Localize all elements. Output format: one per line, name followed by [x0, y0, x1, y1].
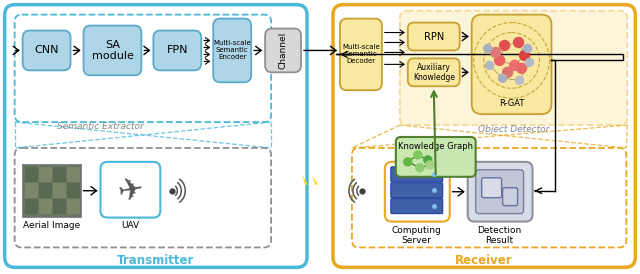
FancyBboxPatch shape [83, 25, 141, 75]
Text: UAV: UAV [122, 221, 140, 230]
FancyBboxPatch shape [333, 5, 636, 267]
Circle shape [484, 44, 492, 52]
Circle shape [516, 76, 524, 84]
FancyBboxPatch shape [4, 5, 307, 267]
Bar [67, 167, 79, 182]
Text: ✈: ✈ [115, 174, 145, 207]
Bar [25, 199, 38, 214]
Bar [25, 183, 38, 198]
FancyBboxPatch shape [265, 28, 301, 72]
FancyBboxPatch shape [396, 137, 476, 177]
FancyBboxPatch shape [100, 162, 161, 218]
Bar [38, 183, 52, 198]
FancyBboxPatch shape [385, 162, 450, 222]
Bar [38, 167, 52, 182]
Circle shape [520, 50, 529, 60]
Text: SA
module: SA module [92, 40, 133, 61]
Circle shape [500, 41, 509, 50]
FancyBboxPatch shape [154, 30, 201, 70]
Text: Knowledge Graph: Knowledge Graph [398, 142, 473, 151]
Circle shape [424, 156, 432, 164]
Text: Object Detector: Object Detector [478, 125, 549, 134]
FancyBboxPatch shape [408, 58, 460, 86]
Bar [67, 183, 79, 198]
Text: Transmitter: Transmitter [116, 254, 194, 267]
FancyBboxPatch shape [472, 15, 552, 114]
FancyBboxPatch shape [468, 162, 532, 222]
Text: CNN: CNN [35, 45, 59, 55]
Bar [25, 167, 38, 182]
Circle shape [516, 63, 527, 73]
FancyBboxPatch shape [502, 188, 518, 206]
Circle shape [491, 47, 500, 58]
FancyBboxPatch shape [213, 19, 251, 82]
Text: Auxiliary
Knowledge: Auxiliary Knowledge [413, 63, 455, 82]
Circle shape [486, 61, 493, 69]
Bar [67, 199, 79, 214]
FancyBboxPatch shape [400, 11, 627, 125]
Polygon shape [312, 175, 322, 207]
Text: Detection
Result: Detection Result [477, 226, 522, 245]
Bar [52, 199, 65, 214]
Bar [38, 199, 52, 214]
Bar [52, 167, 65, 182]
Text: Aerial Image: Aerial Image [23, 221, 80, 230]
FancyBboxPatch shape [482, 178, 502, 198]
Circle shape [495, 55, 504, 65]
Circle shape [426, 161, 434, 169]
FancyBboxPatch shape [391, 167, 443, 182]
FancyBboxPatch shape [22, 30, 70, 70]
Circle shape [525, 58, 534, 66]
Circle shape [404, 158, 412, 166]
FancyBboxPatch shape [391, 183, 443, 198]
Circle shape [509, 60, 520, 70]
Bar [52, 183, 65, 198]
Text: Computing
Server: Computing Server [392, 226, 442, 245]
FancyBboxPatch shape [340, 19, 382, 90]
Circle shape [499, 74, 507, 82]
Circle shape [513, 38, 524, 47]
FancyBboxPatch shape [391, 199, 443, 214]
Circle shape [416, 164, 424, 172]
Circle shape [502, 67, 513, 77]
Bar [22, 165, 81, 216]
Polygon shape [302, 175, 312, 207]
FancyBboxPatch shape [408, 22, 460, 50]
Text: R-GAT: R-GAT [499, 99, 524, 108]
Text: RPN: RPN [424, 32, 444, 42]
Text: Channel: Channel [278, 32, 287, 69]
Text: Multi-scale
Semantic
Encoder: Multi-scale Semantic Encoder [213, 41, 251, 61]
Text: Semantic Extractor: Semantic Extractor [57, 122, 144, 131]
Text: Multi-scale
Semantic
Decoder: Multi-scale Semantic Decoder [342, 44, 380, 64]
Circle shape [524, 44, 532, 52]
FancyBboxPatch shape [476, 170, 524, 214]
Text: Receiver: Receiver [455, 254, 513, 267]
Text: FPN: FPN [166, 45, 188, 55]
Circle shape [414, 151, 422, 159]
